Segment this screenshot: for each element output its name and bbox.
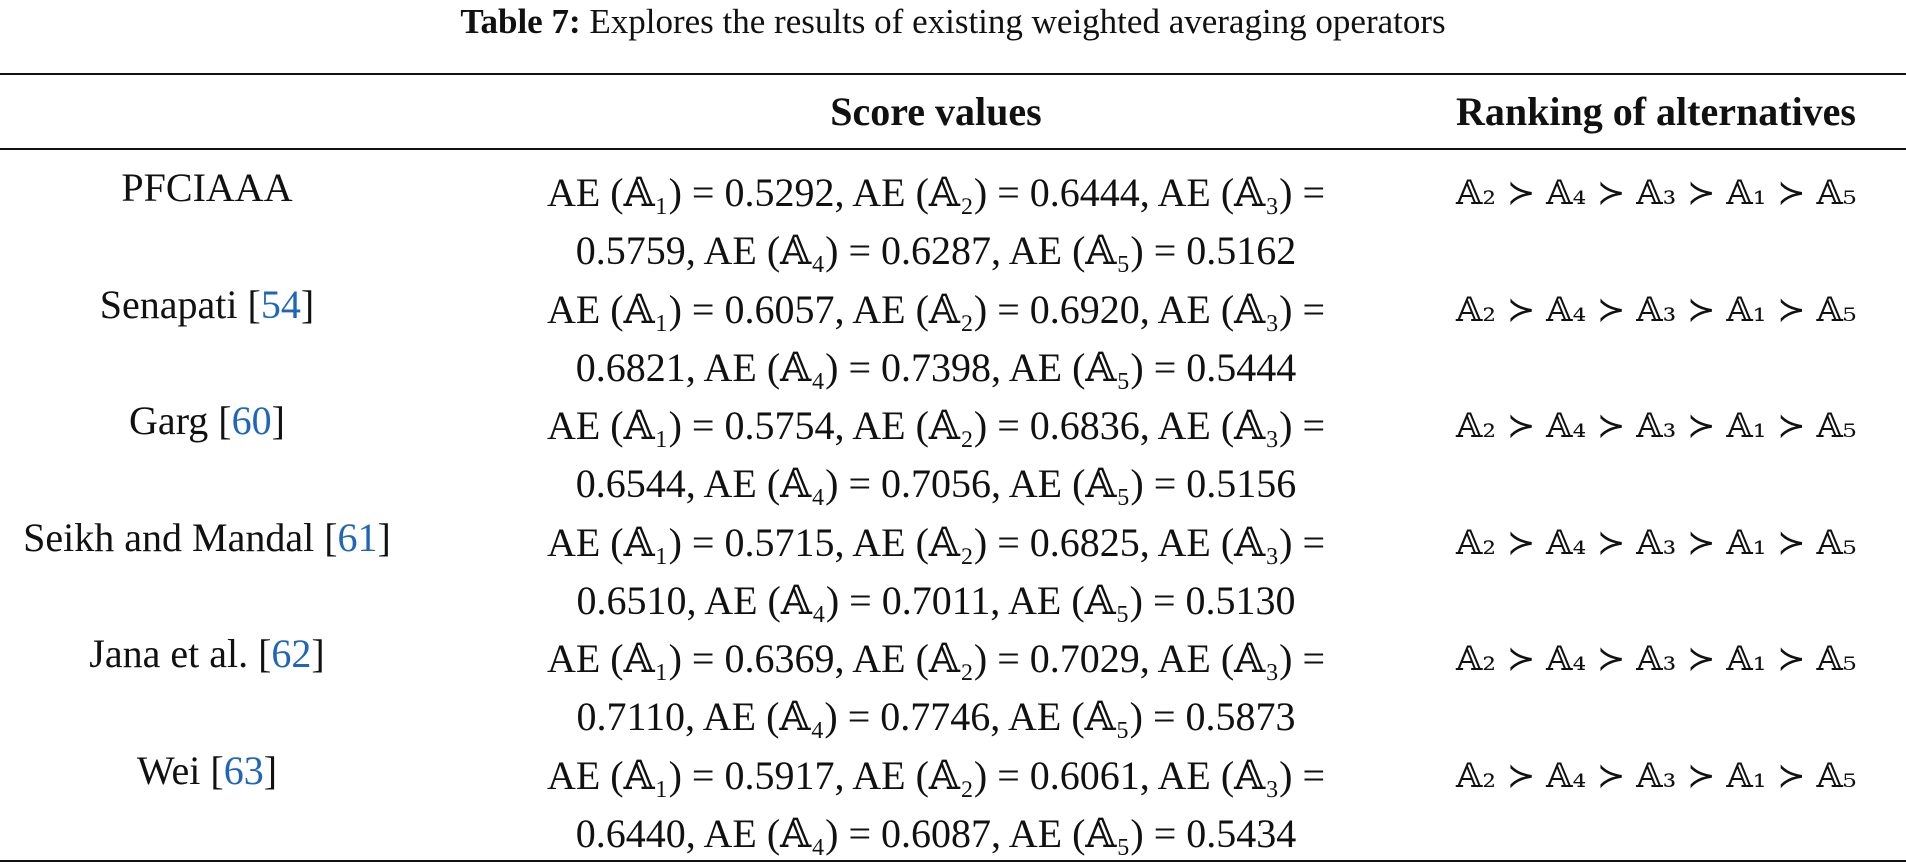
- score-line-2: 0.6821, AE (𝔸₄) = 0.7398, AE (𝔸₅) = 0.54…: [575, 344, 1297, 390]
- score-cell: AE (𝔸₁) = 0.6057, AE (𝔸₂) = 0.6920, AE (…: [458, 281, 1414, 397]
- score-cell: AE (𝔸₁) = 0.5292, AE (𝔸₂) = 0.6444, AE (…: [458, 164, 1414, 280]
- method-cell: Jana et al. [62]: [89, 631, 325, 676]
- table-row: Garg [60] AE (𝔸₁) = 0.5754, AE (𝔸₂) = 0.…: [0, 383, 1906, 506]
- score-line-2: 0.6510, AE (𝔸₄) = 0.7011, AE (𝔸₅) = 0.51…: [576, 577, 1296, 623]
- score-cell: AE (𝔸₁) = 0.5715, AE (𝔸₂) = 0.6825, AE (…: [458, 514, 1414, 630]
- table-top-rule: [0, 73, 1906, 75]
- reference-link[interactable]: 61: [337, 514, 378, 560]
- ranking-cell: 𝔸₂ ≻ 𝔸₄ ≻ 𝔸₃ ≻ 𝔸₁ ≻ 𝔸₅: [1456, 406, 1857, 446]
- score-line-2: 0.6440, AE (𝔸₄) = 0.6087, AE (𝔸₅) = 0.54…: [575, 810, 1297, 856]
- method-name: Jana et al.: [89, 631, 249, 676]
- score-cell: AE (𝔸₁) = 0.5754, AE (𝔸₂) = 0.6836, AE (…: [458, 397, 1414, 513]
- score-line-1: AE (𝔸₁) = 0.5754, AE (𝔸₂) = 0.6836, AE (…: [546, 403, 1326, 448]
- score-line-2: 0.7110, AE (𝔸₄) = 0.7746, AE (𝔸₅) = 0.58…: [576, 694, 1296, 739]
- reference-link[interactable]: 60: [231, 398, 272, 443]
- ranking-cell: 𝔸₂ ≻ 𝔸₄ ≻ 𝔸₃ ≻ 𝔸₁ ≻ 𝔸₅: [1456, 639, 1857, 679]
- table-body: PFCIAAA AE (𝔸₁) = 0.5292, AE (𝔸₂) = 0.64…: [0, 150, 1906, 856]
- table-caption-text: Explores the results of existing weighte…: [589, 2, 1446, 41]
- score-line-2: 0.6544, AE (𝔸₄) = 0.7056, AE (𝔸₅) = 0.51…: [575, 461, 1297, 506]
- ranking-cell: 𝔸₂ ≻ 𝔸₄ ≻ 𝔸₃ ≻ 𝔸₁ ≻ 𝔸₅: [1456, 522, 1857, 563]
- table-header: Score values Ranking of alternatives: [0, 78, 1906, 146]
- method-name: PFCIAAA: [121, 165, 293, 210]
- method-cell: Wei [63]: [136, 747, 278, 793]
- table-header-rule: [0, 148, 1906, 150]
- score-line-1: AE (𝔸₁) = 0.6057, AE (𝔸₂) = 0.6920, AE (…: [546, 286, 1326, 332]
- method-cell: Senapati [54]: [99, 281, 315, 327]
- score-line-1: AE (𝔸₁) = 0.5715, AE (𝔸₂) = 0.6825, AE (…: [546, 519, 1326, 565]
- method-cell: Garg [60]: [129, 398, 285, 443]
- table-row: Seikh and Mandal [61] AE (𝔸₁) = 0.5715, …: [0, 500, 1906, 623]
- method-name: Seikh and Mandal: [23, 514, 315, 560]
- reference-link[interactable]: 62: [271, 631, 312, 676]
- method-cell: PFCIAAA: [0, 164, 414, 211]
- table-row: Senapati [54] AE (𝔸₁) = 0.6057, AE (𝔸₂) …: [0, 267, 1906, 390]
- reference-link[interactable]: 54: [260, 281, 301, 327]
- table-row: Jana et al. [62] AE (𝔸₁) = 0.6369, AE (𝔸…: [0, 616, 1906, 739]
- score-line-1: AE (𝔸₁) = 0.6369, AE (𝔸₂) = 0.7029, AE (…: [546, 636, 1326, 681]
- method-name: Wei: [136, 747, 201, 793]
- method-cell: Seikh and Mandal [61]: [23, 514, 391, 560]
- score-line-1: AE (𝔸₁) = 0.5292, AE (𝔸₂) = 0.6444, AE (…: [546, 170, 1326, 215]
- header-score-values: Score values: [830, 89, 1042, 134]
- header-ranking: Ranking of alternatives: [1456, 89, 1856, 134]
- ranking-cell: 𝔸₂ ≻ 𝔸₄ ≻ 𝔸₃ ≻ 𝔸₁ ≻ 𝔸₅: [1456, 289, 1857, 330]
- score-cell: AE (𝔸₁) = 0.5917, AE (𝔸₂) = 0.6061, AE (…: [458, 747, 1414, 863]
- ranking-cell: 𝔸₂ ≻ 𝔸₄ ≻ 𝔸₃ ≻ 𝔸₁ ≻ 𝔸₅: [1456, 173, 1857, 213]
- table-row: Wei [63] AE (𝔸₁) = 0.5917, AE (𝔸₂) = 0.6…: [0, 733, 1906, 856]
- ranking-cell: 𝔸₂ ≻ 𝔸₄ ≻ 𝔸₃ ≻ 𝔸₁ ≻ 𝔸₅: [1456, 755, 1857, 796]
- table-caption: Table 7: Explores the results of existin…: [0, 0, 1906, 62]
- table-caption-label: Table 7:: [460, 2, 581, 41]
- method-name: Garg: [129, 398, 209, 443]
- score-line-1: AE (𝔸₁) = 0.5917, AE (𝔸₂) = 0.6061, AE (…: [546, 752, 1326, 798]
- method-name: Senapati: [99, 281, 238, 327]
- table-row: PFCIAAA AE (𝔸₁) = 0.5292, AE (𝔸₂) = 0.64…: [0, 150, 1906, 273]
- reference-link[interactable]: 63: [223, 747, 264, 793]
- score-cell: AE (𝔸₁) = 0.6369, AE (𝔸₂) = 0.7029, AE (…: [458, 630, 1414, 746]
- score-line-2: 0.5759, AE (𝔸₄) = 0.6287, AE (𝔸₅) = 0.51…: [575, 228, 1297, 273]
- table-bottom-rule: [0, 860, 1906, 862]
